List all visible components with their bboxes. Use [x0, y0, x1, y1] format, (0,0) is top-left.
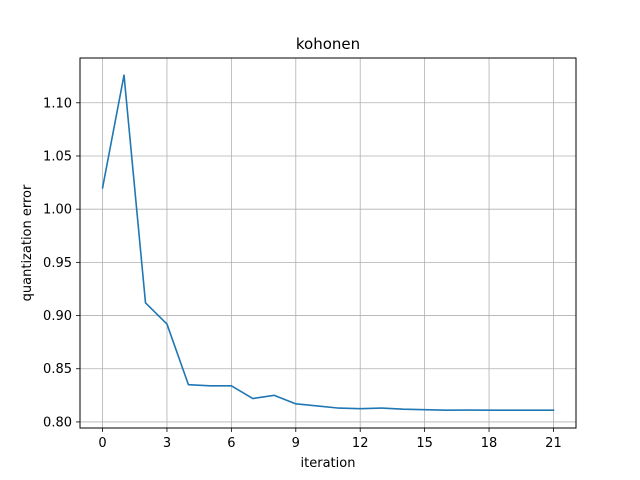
data-point	[274, 395, 276, 397]
data-point	[166, 323, 168, 325]
data-point	[102, 187, 104, 189]
data-point	[231, 385, 233, 387]
grid	[80, 58, 576, 428]
x-tick-label: 0	[98, 436, 106, 451]
data-point	[381, 407, 383, 409]
chart-title: kohonen	[296, 35, 360, 53]
data-point	[488, 409, 490, 411]
ticks: 0 3 6 9 12 15 18 21 0.80 0.85 0.90 0.95 1.00 1.05 1.10	[43, 96, 562, 451]
data-point	[445, 409, 447, 411]
x-tick-label: 15	[416, 436, 433, 451]
data-point	[531, 409, 533, 411]
series-line	[101, 74, 555, 412]
x-tick-label: 21	[545, 436, 562, 451]
data-point	[402, 408, 404, 410]
data-point	[338, 407, 340, 409]
x-axis-label: iteration	[301, 456, 356, 471]
y-tick-label: 0.80	[43, 415, 72, 430]
y-tick-label: 1.10	[43, 96, 72, 111]
data-point	[553, 409, 555, 411]
data-point	[295, 403, 297, 405]
x-tick-label: 9	[292, 436, 300, 451]
data-point	[188, 384, 190, 386]
y-tick-label: 0.85	[43, 362, 72, 377]
data-point	[123, 74, 125, 76]
data-point	[359, 408, 361, 410]
data-point	[252, 398, 254, 400]
data-point	[316, 405, 318, 407]
y-tick-label: 0.95	[43, 256, 72, 271]
y-axis-label: quantization error	[20, 184, 35, 301]
x-tick-label: 6	[227, 436, 235, 451]
series-layer	[101, 74, 555, 412]
data-point	[145, 302, 147, 304]
data-point	[510, 409, 512, 411]
data-point	[209, 385, 211, 387]
y-tick-label: 1.00	[43, 203, 72, 218]
plot-frame	[79, 57, 577, 429]
x-tick-label: 12	[352, 436, 369, 451]
y-tick-label: 1.05	[43, 149, 72, 164]
data-point	[424, 409, 426, 411]
y-tick-label: 0.90	[43, 309, 72, 324]
x-tick-label: 3	[163, 436, 171, 451]
x-tick-label: 18	[481, 436, 498, 451]
data-point	[467, 409, 469, 411]
